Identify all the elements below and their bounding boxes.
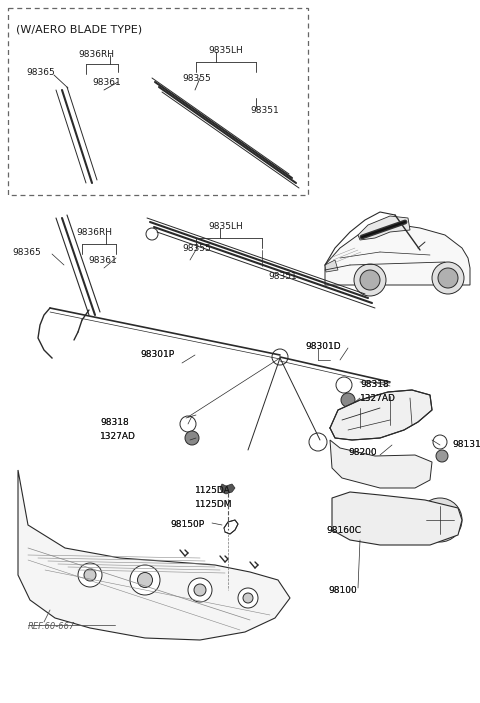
Text: 98301D: 98301D [305, 342, 341, 351]
Text: 98355: 98355 [182, 244, 211, 253]
Text: 98318: 98318 [100, 418, 129, 427]
Polygon shape [358, 216, 410, 240]
Circle shape [194, 584, 206, 596]
Text: 98100: 98100 [328, 586, 357, 595]
Circle shape [354, 264, 386, 296]
Polygon shape [325, 260, 338, 272]
Circle shape [243, 593, 253, 603]
Text: 98301P: 98301P [140, 350, 174, 359]
Text: 98318: 98318 [360, 380, 389, 389]
Text: 98361: 98361 [88, 256, 117, 265]
Text: 98355: 98355 [182, 74, 211, 83]
Text: 9835LH: 9835LH [208, 222, 243, 231]
Text: 98351: 98351 [250, 106, 279, 115]
Circle shape [341, 393, 355, 407]
Text: 98200: 98200 [348, 448, 377, 457]
Circle shape [336, 419, 348, 431]
Circle shape [426, 506, 454, 534]
Polygon shape [330, 390, 432, 440]
Text: 1125DM: 1125DM [195, 500, 232, 509]
Text: 98301P: 98301P [140, 350, 174, 359]
Text: 98131C: 98131C [452, 440, 480, 449]
Circle shape [78, 563, 102, 587]
Circle shape [238, 588, 258, 608]
Text: 1327AD: 1327AD [360, 394, 396, 403]
Text: 1327AD: 1327AD [360, 394, 396, 403]
Circle shape [418, 498, 462, 542]
Text: 98301D: 98301D [305, 342, 341, 351]
Circle shape [360, 270, 380, 290]
Circle shape [309, 433, 327, 451]
Polygon shape [330, 440, 432, 488]
Text: REF.60-667: REF.60-667 [28, 622, 75, 631]
Bar [8, 8, 308, 195]
Circle shape [438, 268, 458, 288]
Text: 1327AD: 1327AD [100, 432, 136, 441]
Circle shape [188, 578, 212, 602]
Text: 1327AD: 1327AD [100, 432, 136, 441]
Text: 98150P: 98150P [170, 520, 204, 529]
Polygon shape [224, 520, 238, 534]
Circle shape [137, 572, 153, 588]
Circle shape [146, 228, 158, 240]
Circle shape [409, 405, 419, 415]
Text: 98131C: 98131C [452, 440, 480, 449]
Circle shape [436, 450, 448, 462]
Polygon shape [325, 225, 470, 285]
Circle shape [383, 401, 397, 415]
Text: 98351: 98351 [268, 272, 297, 281]
Text: 98150P: 98150P [170, 520, 204, 529]
Circle shape [185, 431, 199, 445]
Text: 1125DM: 1125DM [195, 500, 232, 509]
Text: 98318: 98318 [100, 418, 129, 427]
Polygon shape [18, 470, 290, 640]
Text: 98365: 98365 [26, 68, 55, 77]
Circle shape [130, 565, 160, 595]
Text: 98100: 98100 [328, 586, 357, 595]
Text: 98200: 98200 [348, 448, 377, 457]
Text: 98160C: 98160C [326, 526, 361, 535]
Text: 98365: 98365 [12, 248, 41, 257]
Text: 98318: 98318 [360, 380, 389, 389]
Text: 1125DA: 1125DA [195, 486, 231, 495]
Text: 9836RH: 9836RH [78, 50, 114, 59]
Circle shape [272, 349, 288, 365]
Text: 9836RH: 9836RH [76, 228, 112, 237]
Text: 98361: 98361 [92, 78, 121, 87]
Text: 9835LH: 9835LH [208, 46, 243, 55]
Polygon shape [220, 484, 235, 494]
Circle shape [333, 511, 347, 525]
Text: (W/AERO BLADE TYPE): (W/AERO BLADE TYPE) [16, 24, 142, 34]
Circle shape [432, 262, 464, 294]
Polygon shape [332, 492, 462, 545]
Text: 1125DA: 1125DA [195, 486, 231, 495]
Text: 98160C: 98160C [326, 526, 361, 535]
Circle shape [84, 569, 96, 581]
